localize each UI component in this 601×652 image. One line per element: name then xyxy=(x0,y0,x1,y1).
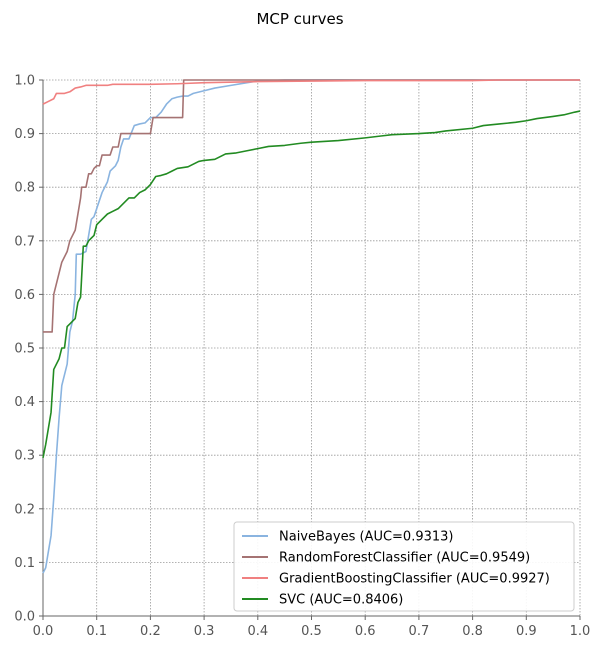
y-tick-label: 0.6 xyxy=(14,288,35,303)
x-tick-label: 0.2 xyxy=(140,624,161,639)
series-line-0 xyxy=(42,79,580,574)
tick-labels: 0.0 0.1 0.2 0.3 0.4 0.5 0.6 0.7 0.8 0.9 1.0 0.0 0.1 0… xyxy=(14,74,590,640)
x-tick-label: 0.3 xyxy=(194,624,215,639)
legend-label: SVC (AUC=0.8406) xyxy=(279,593,403,608)
legend-box xyxy=(233,521,575,612)
x-tick-label: 1.0 xyxy=(570,624,591,639)
y-tick-label: 0.5 xyxy=(14,342,35,357)
y-tick-label: 1.0 xyxy=(14,74,35,89)
y-tick-label: 0.9 xyxy=(14,127,35,142)
series-line-3 xyxy=(42,110,581,459)
legend: NaiveBayes (AUC=0.9313) RandomForestClass… xyxy=(233,521,575,612)
y-tick-label: 0.8 xyxy=(14,181,35,196)
chart-title: MCP curves xyxy=(256,10,343,28)
series-line-1 xyxy=(43,79,580,333)
legend-label: NaiveBayes (AUC=0.9313) xyxy=(279,530,453,545)
x-tick-label: 0.8 xyxy=(462,624,483,639)
legend-label: RandomForestClassifier (AUC=0.9549) xyxy=(279,551,530,566)
y-tick-label: 0.7 xyxy=(14,234,35,249)
y-tick-label: 0.0 xyxy=(14,610,35,625)
x-tick-label: 0.0 xyxy=(33,624,54,639)
x-tick-label: 0.9 xyxy=(516,624,537,639)
x-tick-label: 0.6 xyxy=(355,624,376,639)
series-lines xyxy=(42,79,581,574)
legend-label: GradientBoostingClassifier (AUC=0.9927) xyxy=(279,572,550,587)
y-tick-label: 0.3 xyxy=(14,449,35,464)
y-tick-label: 0.4 xyxy=(14,395,35,410)
y-tick-label: 0.1 xyxy=(14,556,35,571)
x-tick-label: 0.1 xyxy=(86,624,107,639)
x-tick-label: 0.7 xyxy=(409,624,430,639)
x-tick-label: 0.4 xyxy=(247,624,268,639)
axes xyxy=(39,79,581,620)
y-tick-label: 0.2 xyxy=(14,502,35,517)
series-line-2 xyxy=(42,79,580,105)
x-tick-label: 0.5 xyxy=(301,624,322,639)
